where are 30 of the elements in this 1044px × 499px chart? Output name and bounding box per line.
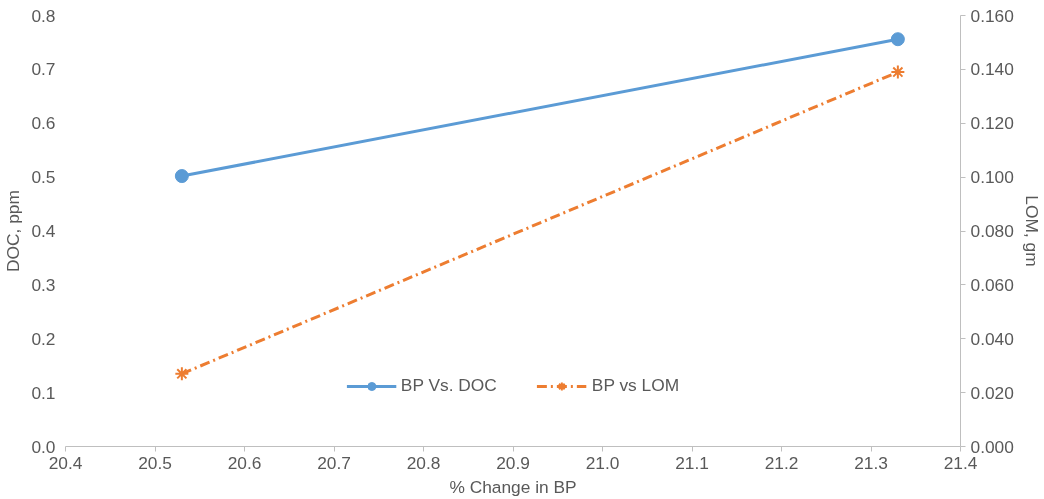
y-tick-label: 0.7: [31, 59, 56, 80]
x-tick-label: 21.2: [764, 452, 799, 473]
x-tick-label: 20.7: [317, 452, 351, 473]
y2-tick-label: 0.140: [970, 59, 1014, 80]
y2-tick-label: 0.120: [970, 113, 1014, 134]
y-tick-label: 0.8: [31, 5, 56, 26]
y2-tick-label: 0.080: [970, 221, 1014, 241]
y2-tick-label: 0.100: [970, 167, 1014, 188]
x-tick-label: 20.6: [227, 452, 262, 473]
y-tick-label: 0.3: [31, 274, 56, 295]
y-tick-label: 0.5: [31, 167, 56, 188]
legend-label: BP vs LOM: [591, 375, 680, 396]
y2-tick-label: 0.020: [970, 382, 1014, 403]
y-tick-label: 0.4: [31, 221, 56, 241]
y-axis-title: DOC, ppm: [3, 190, 24, 272]
y-tick-label: 0.6: [31, 113, 56, 134]
x-tick-label: 20.8: [406, 452, 441, 473]
x-tick-label: 21.1: [675, 452, 709, 473]
x-tick-label: 20.9: [496, 452, 530, 473]
x-axis-title: % Change in BP: [449, 476, 577, 497]
y2-tick-label: 0.040: [970, 328, 1014, 349]
x-tick-label: 21.0: [585, 452, 620, 473]
y-tick-label: 0.1: [31, 382, 56, 403]
y2-tick-label: 0.160: [970, 5, 1014, 26]
y2-axis-title: LOM, gm: [1021, 195, 1042, 267]
y-tick-label: 0.2: [31, 328, 56, 349]
x-tick-label: 21.3: [854, 452, 888, 473]
legend-label: BP Vs. DOC: [400, 375, 497, 396]
y2-tick-label: 0.060: [970, 274, 1014, 295]
x-tick-label: 20.5: [138, 452, 172, 473]
